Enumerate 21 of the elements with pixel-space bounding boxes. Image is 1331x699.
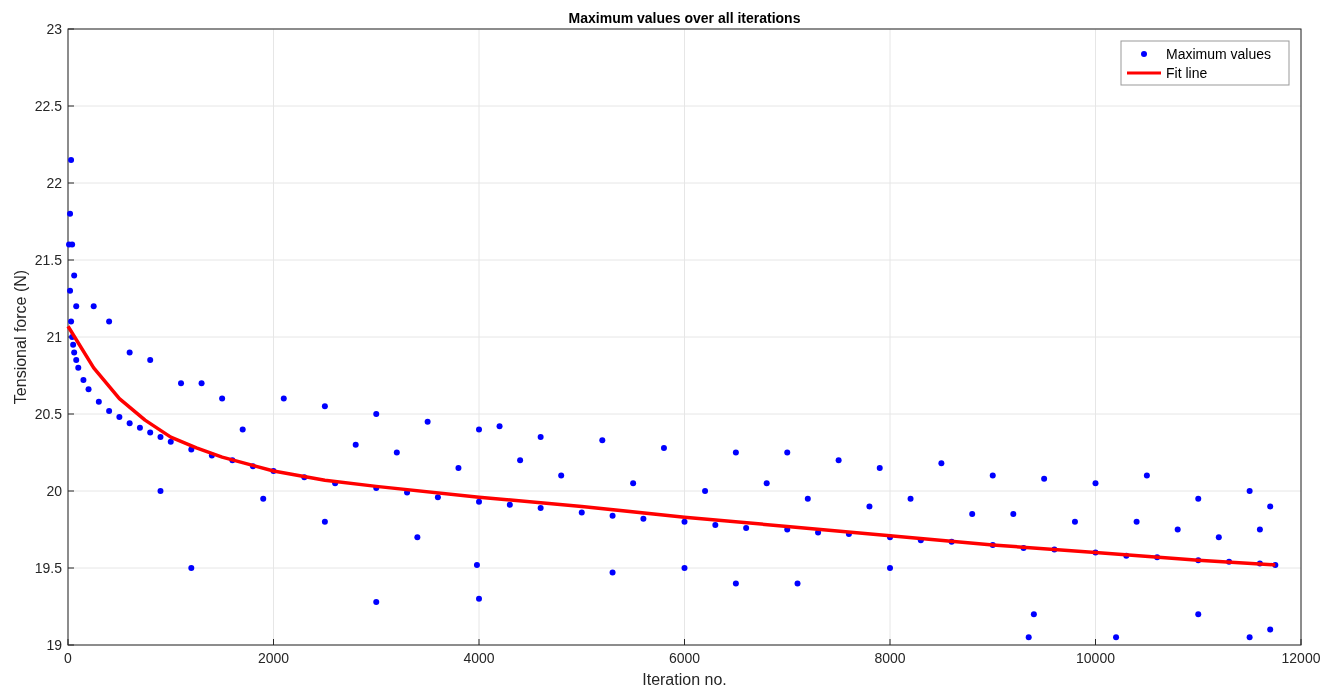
chart-title: Maximum values over all iterations <box>568 10 801 26</box>
y-tick-label: 23 <box>46 21 63 37</box>
x-tick-label: 10000 <box>1076 650 1116 666</box>
y-tick-label: 22 <box>46 175 63 191</box>
x-tick-label: 2000 <box>257 650 290 666</box>
y-tick-label: 20 <box>46 483 63 499</box>
x-tick-label: 4000 <box>463 650 495 666</box>
y-tick-label: 21 <box>46 329 63 345</box>
y-tick-label: 21.5 <box>34 252 63 268</box>
x-tick-label: 6000 <box>668 650 701 666</box>
y-axis-title: Tensional force (N) <box>12 269 29 405</box>
x-axis-title: Iteration no. <box>642 671 727 688</box>
legend-label: Fit line <box>1166 65 1208 81</box>
x-tick-label: 12000 <box>1281 650 1321 666</box>
legend-label: Maximum values <box>1166 46 1272 62</box>
y-tick-label: 22.5 <box>34 98 63 114</box>
y-tick-label: 20.5 <box>34 406 63 422</box>
y-tick-label: 19.5 <box>34 560 63 576</box>
y-tick-label: 19 <box>46 637 63 653</box>
x-tick-label: 0 <box>64 650 73 666</box>
x-tick-label: 8000 <box>874 650 906 666</box>
